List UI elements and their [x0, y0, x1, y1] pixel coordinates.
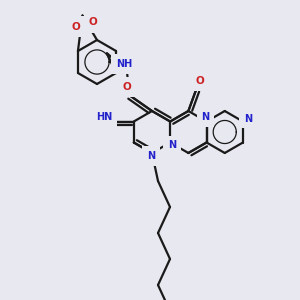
Text: NH: NH: [116, 59, 132, 69]
Text: N: N: [168, 140, 176, 151]
Text: O: O: [89, 17, 98, 27]
Text: O: O: [71, 22, 80, 32]
Text: N: N: [244, 113, 252, 124]
Text: N: N: [202, 112, 210, 122]
Text: O: O: [196, 76, 205, 86]
Text: O: O: [123, 82, 131, 92]
Text: N: N: [147, 151, 155, 161]
Text: HN: HN: [96, 112, 112, 122]
